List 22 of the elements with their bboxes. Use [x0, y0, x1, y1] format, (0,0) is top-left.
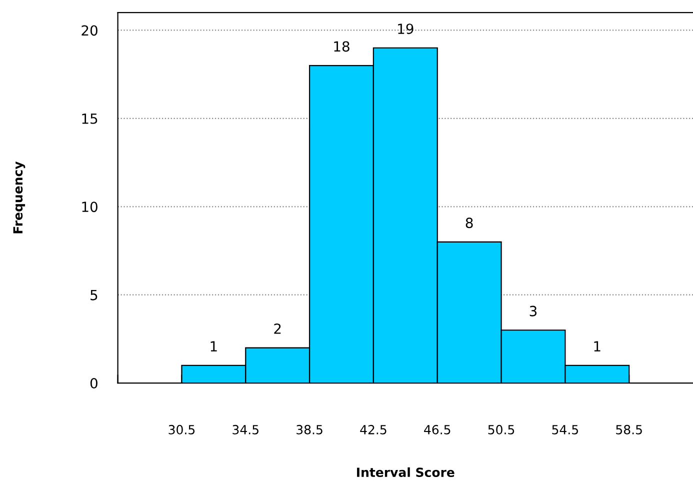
y-axis-title: Frequency — [13, 161, 26, 234]
x-tick-label: 58.5 — [616, 424, 642, 434]
y-tick-label: 15 — [82, 114, 98, 124]
x-tick-label: 46.5 — [424, 424, 450, 434]
y-tick-label: 10 — [82, 202, 98, 212]
x-tick-label: 50.5 — [488, 424, 514, 434]
data-label: 18 — [334, 41, 350, 52]
data-label: 8 — [466, 218, 473, 228]
y-tick-label: 5 — [90, 290, 98, 300]
x-tick-label: 38.5 — [296, 424, 322, 434]
x-tick-label: 34.5 — [232, 424, 258, 434]
y-tick-label: 0 — [90, 378, 98, 389]
x-tick-label: 30.5 — [168, 424, 195, 434]
x-tick-label: 54.5 — [552, 425, 578, 434]
data-label: 2 — [274, 323, 281, 334]
x-axis-title: Interval Score — [357, 467, 454, 478]
data-label: 1 — [594, 341, 600, 352]
data-label: 3 — [530, 306, 537, 316]
x-tick-label: 42.5 — [360, 424, 386, 434]
y-tick-label: 20 — [82, 25, 98, 36]
data-label: 1 — [210, 341, 217, 352]
data-label: 19 — [398, 24, 414, 34]
